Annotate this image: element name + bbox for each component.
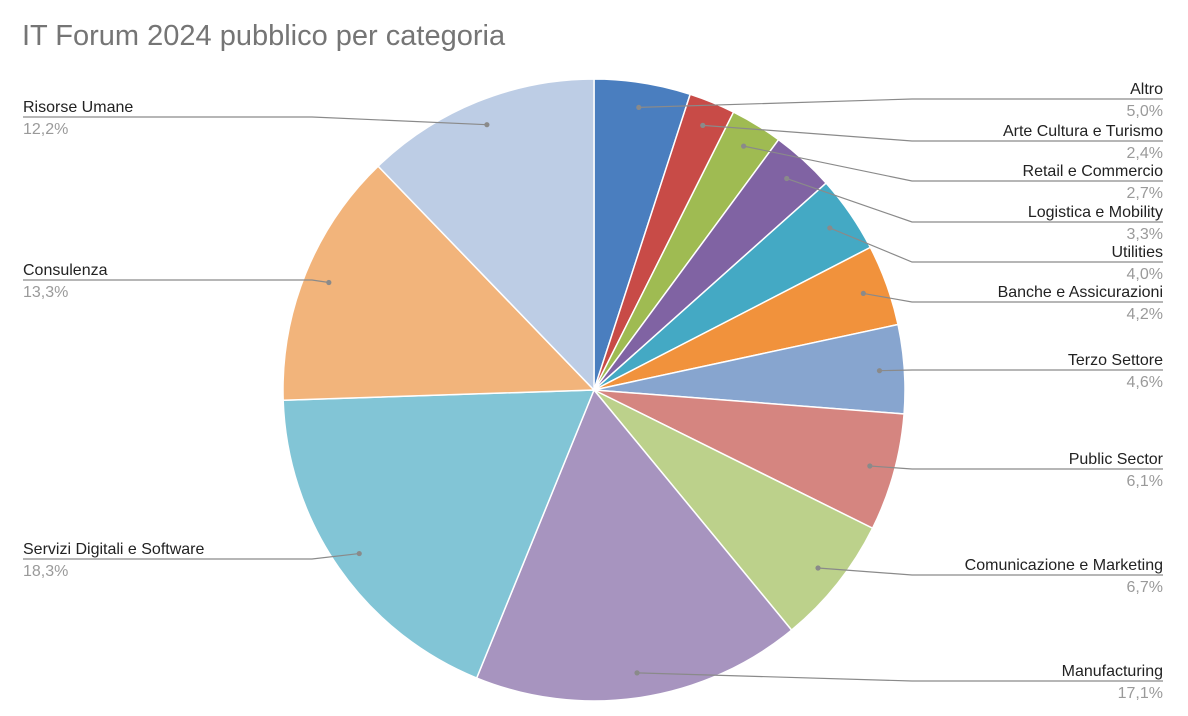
slice-value-label: 3,3% xyxy=(1127,226,1163,243)
leader-dot xyxy=(784,175,790,182)
slice-label: Comunicazione e Marketing xyxy=(965,557,1163,574)
slice-value-label: 17,1% xyxy=(1118,685,1163,702)
leader-dot xyxy=(815,565,821,571)
leader-line xyxy=(23,279,329,284)
pie-slice-11 xyxy=(282,165,596,402)
pie-slice-7 xyxy=(593,389,905,530)
slice-value-label: 12,2% xyxy=(23,121,68,138)
leader-dot xyxy=(700,122,706,128)
leader-dot xyxy=(634,670,640,676)
slice-label: Banche e Assicurazioni xyxy=(998,284,1163,301)
leader-line xyxy=(869,465,1163,470)
pie-labels: Altro 5,0% Arte Cultura e Turismo 2,4%Retai… xyxy=(23,81,1164,702)
slice-value-label: 2,4% xyxy=(1127,145,1163,162)
pie-slice-12 xyxy=(377,78,595,392)
pie-slice-8 xyxy=(593,389,874,632)
leader-line xyxy=(863,292,1163,303)
leader-dot xyxy=(867,463,873,469)
leader-line xyxy=(829,227,1163,263)
slice-value-label: 4,6% xyxy=(1127,374,1163,391)
slice-label: Public Sector xyxy=(1069,451,1164,468)
leader-dot xyxy=(860,290,866,297)
leader-line xyxy=(817,567,1163,576)
leader-dot xyxy=(741,143,747,149)
slice-label: Arte Cultura e Turismo xyxy=(1003,123,1163,140)
pie-slice-9 xyxy=(475,388,793,702)
slice-label: Terzo Settore xyxy=(1068,352,1163,369)
slice-value-label: 4,2% xyxy=(1127,306,1163,323)
leader-line xyxy=(638,98,1163,109)
leader-line xyxy=(702,124,1163,142)
slice-label: Consulenza xyxy=(23,262,108,279)
leader-line xyxy=(879,369,1163,372)
pie-slice-10 xyxy=(282,389,596,679)
leader-line xyxy=(23,552,360,560)
chart-title: IT Forum 2024 pubblico per categoria xyxy=(22,20,506,52)
slice-label: Utilities xyxy=(1111,244,1163,261)
slice-value-label: 6,7% xyxy=(1127,579,1163,596)
leader-line xyxy=(23,116,487,126)
leader-line xyxy=(637,672,1163,682)
slice-label: Manufacturing xyxy=(1062,663,1163,680)
slice-label: Servizi Digitali e Software xyxy=(23,541,205,558)
slice-label: Altro xyxy=(1130,81,1163,98)
leader-line xyxy=(786,177,1163,223)
leader-line xyxy=(743,145,1163,182)
slice-value-label: 4,0% xyxy=(1127,266,1163,283)
slice-label: Retail e Commercio xyxy=(1023,163,1164,180)
leader-dot xyxy=(326,279,332,286)
slice-value-label: 2,7% xyxy=(1127,185,1163,202)
leader-dot xyxy=(827,225,833,231)
slice-value-label: 6,1% xyxy=(1127,473,1163,490)
leader-dot xyxy=(876,368,883,374)
slice-value-label: 5,0% xyxy=(1127,103,1163,120)
slice-label: Logistica e Mobility xyxy=(1028,204,1163,221)
slice-value-label: 18,3% xyxy=(23,563,68,580)
slice-value-label: 13,3% xyxy=(23,284,68,301)
pie-slices xyxy=(282,78,906,702)
slice-label: Risorse Umane xyxy=(23,99,133,116)
leader-dot xyxy=(356,550,362,557)
leader-dot xyxy=(636,104,642,111)
leader-dot xyxy=(484,122,490,128)
